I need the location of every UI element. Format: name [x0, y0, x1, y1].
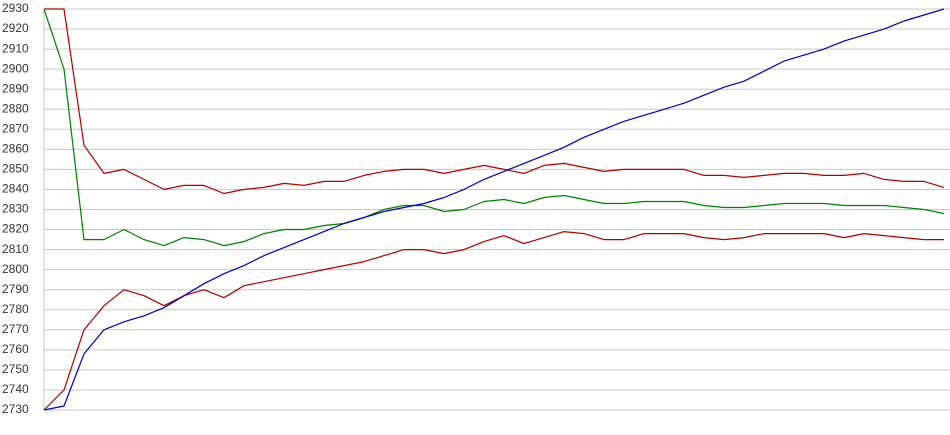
y-tick-label: 2910	[2, 41, 29, 55]
y-tick-label: 2920	[2, 21, 29, 35]
y-tick-label: 2870	[2, 121, 29, 135]
series-line	[43, 231, 944, 411]
series-line	[43, 8, 945, 247]
y-tick-label: 2800	[2, 262, 29, 276]
y-tick-label: 2830	[2, 202, 29, 216]
y-tick-label: 2840	[2, 182, 29, 196]
y-tick-label: 2730	[2, 402, 29, 416]
y-tick-label: 2890	[2, 81, 29, 95]
y-tick-label: 2770	[2, 322, 29, 336]
y-tick-label: 2930	[2, 1, 29, 15]
y-tick-label: 2820	[2, 222, 29, 236]
series-line	[43, 8, 945, 411]
y-tick-label: 2810	[2, 242, 29, 256]
y-tick-label: 2860	[2, 142, 29, 156]
y-tick-label: 2740	[2, 382, 29, 396]
series-line	[44, 8, 945, 195]
y-tick-label: 2750	[2, 362, 29, 376]
y-tick-label: 2760	[2, 342, 29, 356]
y-tick-label: 2780	[2, 302, 29, 316]
y-tick-label: 2900	[2, 61, 29, 75]
y-tick-label: 2790	[2, 282, 29, 296]
y-tick-label: 2850	[2, 162, 29, 176]
y-tick-label: 2880	[2, 101, 29, 115]
